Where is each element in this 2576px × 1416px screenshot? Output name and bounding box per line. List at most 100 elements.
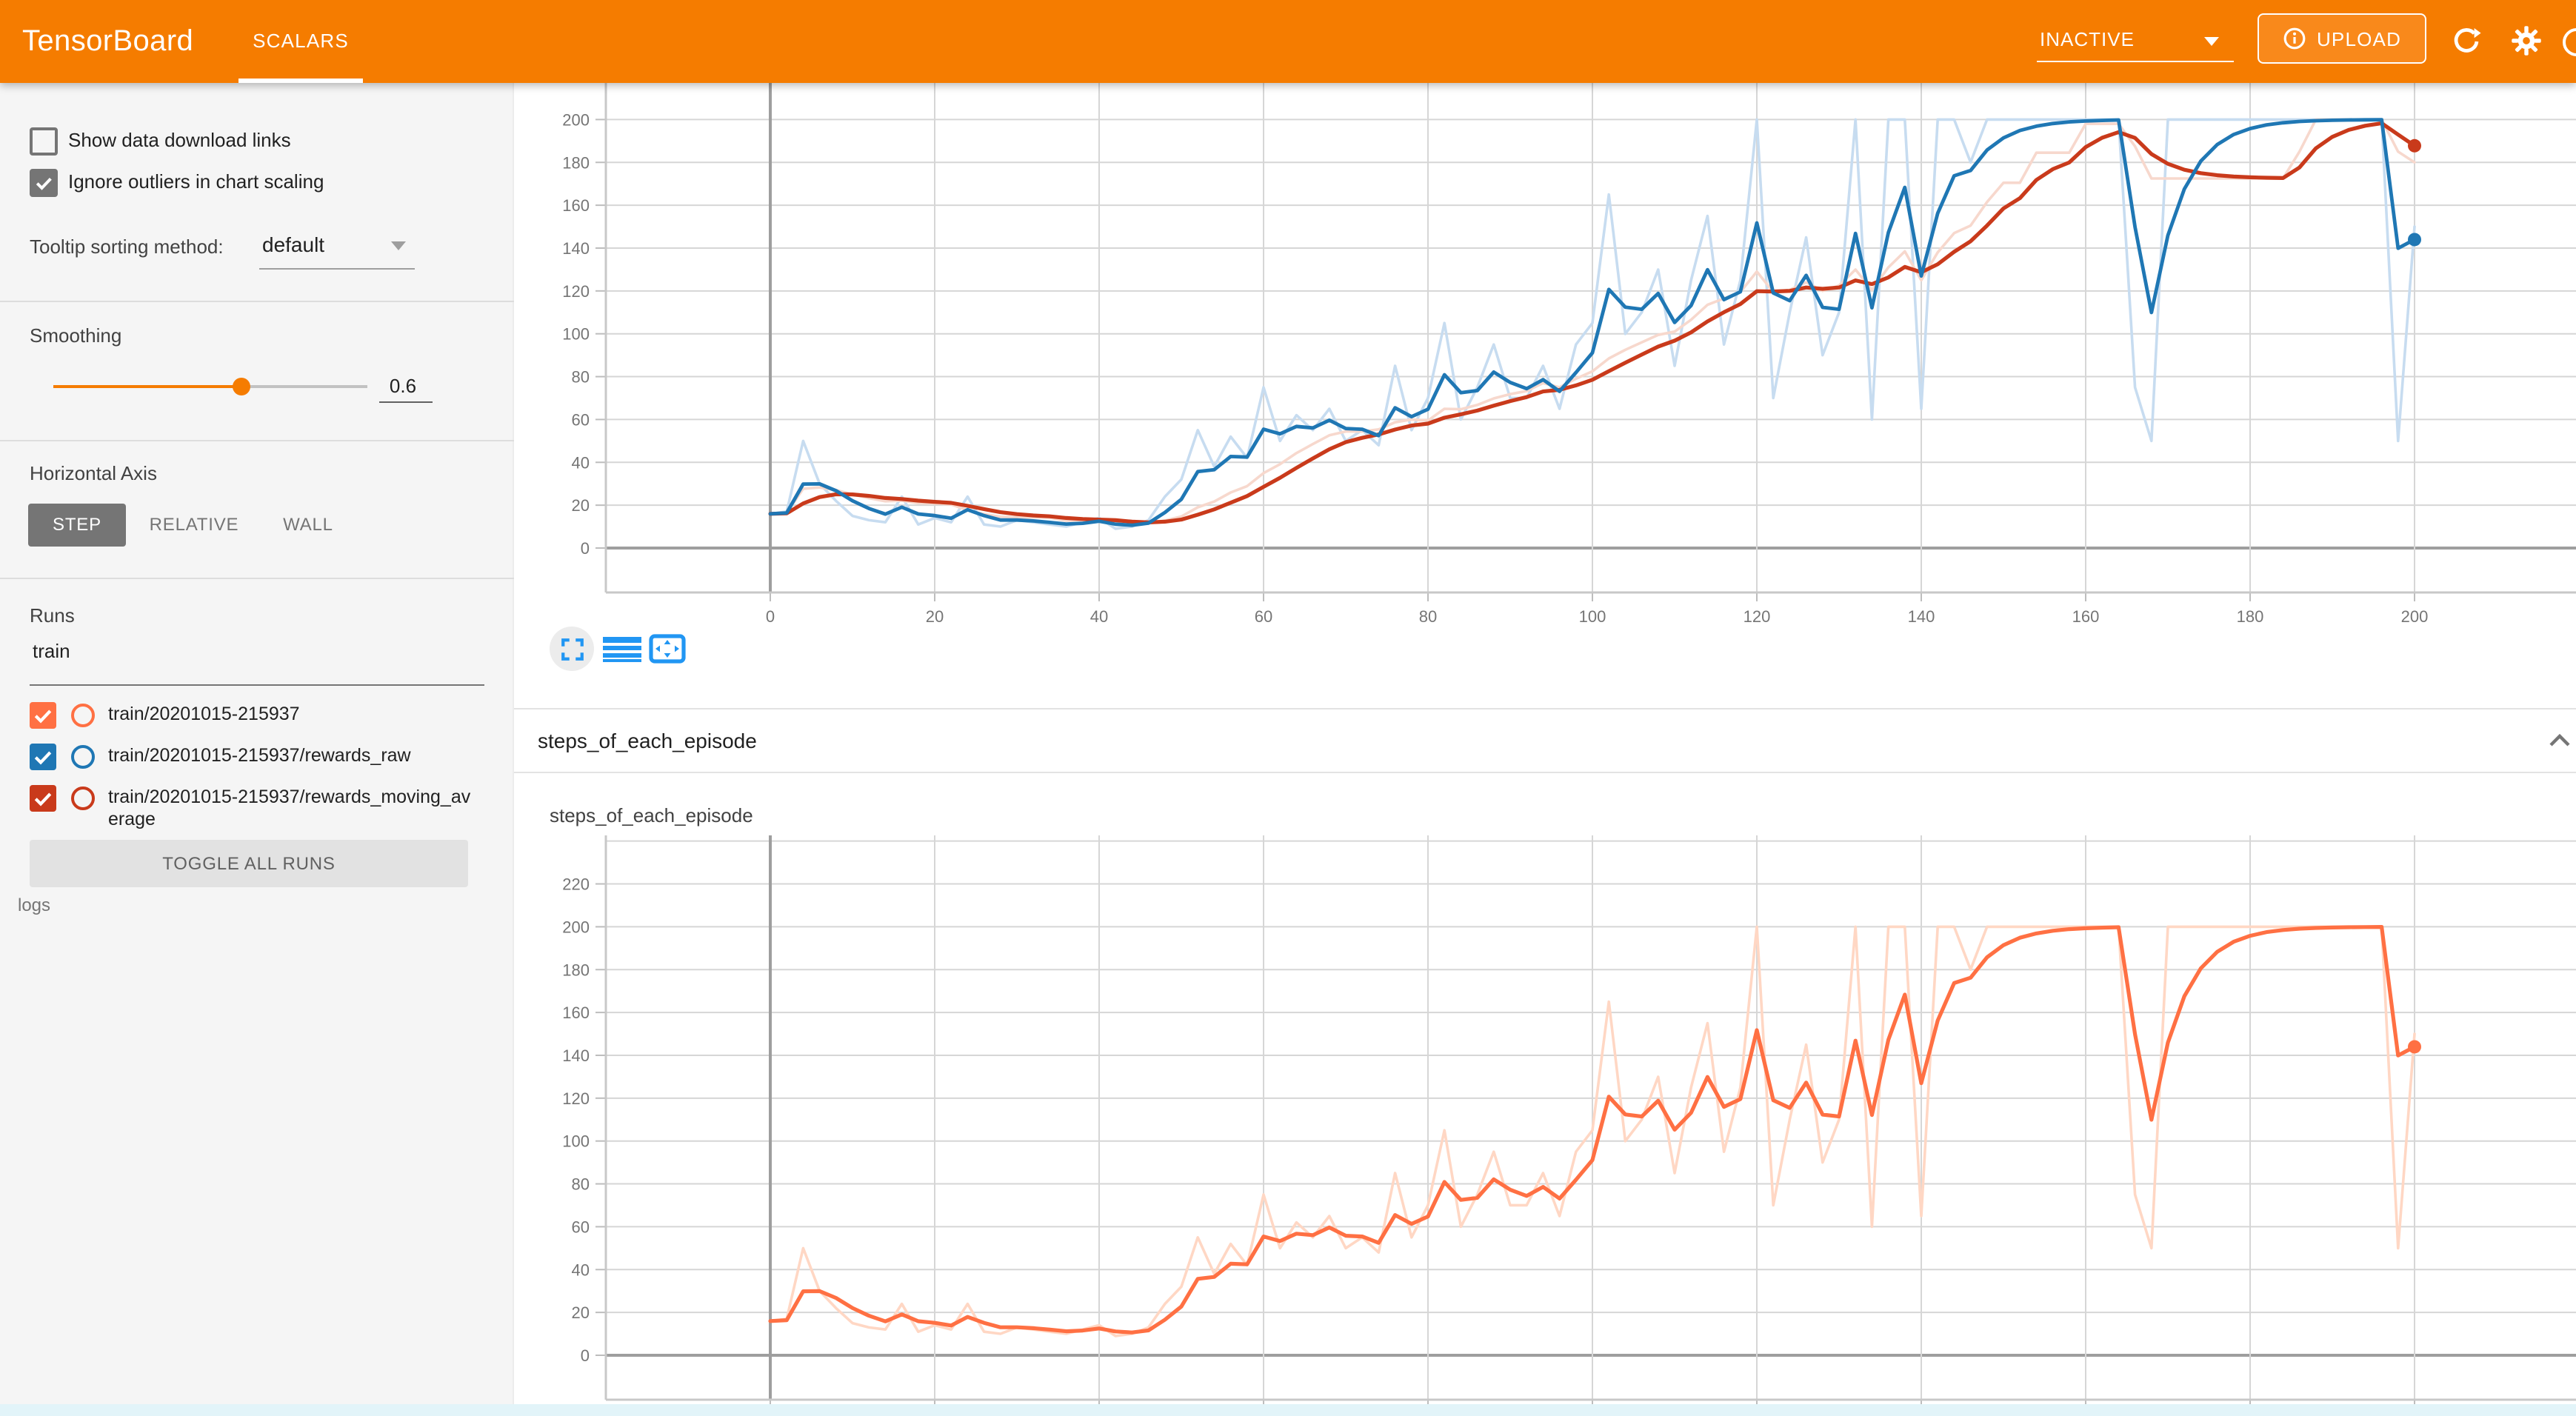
svg-text:40: 40: [572, 453, 590, 472]
axis-wall-button[interactable]: WALL: [283, 514, 333, 535]
card-title: steps_of_each_episode: [550, 804, 753, 826]
svg-text:200: 200: [2401, 607, 2429, 626]
svg-text:160: 160: [562, 1003, 590, 1022]
check-icon: [34, 792, 52, 806]
run-color-ring[interactable]: [71, 745, 95, 769]
steps-chart[interactable]: 0 20 40 60 80 100 120 140 160 180 200 220: [514, 776, 2576, 1416]
svg-text:200: 200: [562, 110, 590, 129]
run-checkbox[interactable]: [30, 785, 56, 812]
tab-scalars[interactable]: SCALARS: [253, 30, 349, 52]
upload-button-label: UPLOAD: [2316, 27, 2402, 50]
svg-text:60: 60: [572, 1218, 590, 1236]
status-dropdown[interactable]: INACTIVE: [2037, 0, 2234, 83]
run-checkbox[interactable]: [30, 744, 56, 770]
chevron-down-icon: [2204, 37, 2219, 46]
dropdown-underline: [2037, 61, 2234, 62]
input-underline: [30, 684, 484, 686]
smoothing-slider-thumb[interactable]: [233, 378, 250, 395]
refresh-icon[interactable]: [2452, 27, 2481, 56]
main-content: 0 20 40 60 80 100 120 140 160 180 200 0 20 40 60 80 100 1…: [514, 83, 2576, 1416]
svg-text:0: 0: [581, 1346, 590, 1365]
svg-text:0: 0: [581, 539, 590, 558]
log-scale-icon[interactable]: [603, 636, 641, 663]
svg-text:60: 60: [1255, 607, 1272, 626]
run-color-ring[interactable]: [71, 704, 95, 727]
upload-button[interactable]: UPLOAD: [2258, 13, 2426, 64]
ignore-outliers-checkbox[interactable]: [30, 169, 58, 197]
bottom-scroll-strip: [0, 1404, 2576, 1416]
svg-text:80: 80: [572, 1175, 590, 1194]
svg-text:120: 120: [1744, 607, 1771, 626]
runs-filter-input[interactable]: [30, 638, 480, 664]
run-checkbox[interactable]: [30, 702, 56, 729]
divider: [514, 772, 2576, 773]
run-name: train/20201015-215937: [108, 704, 300, 724]
fullscreen-icon: [561, 638, 583, 660]
svg-text:80: 80: [572, 368, 590, 387]
axis-relative-button[interactable]: RELATIVE: [149, 514, 239, 535]
app-title: TensorBoard: [22, 25, 194, 58]
svg-text:40: 40: [572, 1260, 590, 1279]
tooltip-sorting-label: Tooltip sorting method:: [30, 236, 224, 258]
chevron-up-icon[interactable]: [2548, 733, 2572, 748]
run-name: train/20201015-215937/rewards_raw: [108, 745, 411, 766]
svg-text:100: 100: [562, 1132, 590, 1151]
chevron-down-icon[interactable]: [391, 241, 406, 250]
svg-text:200: 200: [562, 918, 590, 936]
run-color-ring[interactable]: [71, 787, 95, 810]
run-row[interactable]: train/20201015-215937: [30, 702, 484, 735]
svg-text:20: 20: [572, 1303, 590, 1322]
svg-text:180: 180: [562, 153, 590, 172]
svg-text:160: 160: [2072, 607, 2100, 626]
axis-step-button[interactable]: STEP: [28, 504, 126, 547]
svg-text:100: 100: [562, 325, 590, 344]
svg-text:0: 0: [766, 607, 775, 626]
svg-text:180: 180: [2237, 607, 2264, 626]
rewards-chart[interactable]: 0 20 40 60 80 100 120 140 160 180 200 0 20 40 60 80 100 1…: [514, 83, 2576, 646]
info-icon: [2283, 27, 2306, 50]
active-tab-indicator: [238, 79, 363, 83]
svg-text:180: 180: [562, 961, 590, 979]
fit-domain-icon[interactable]: [649, 634, 686, 664]
smoothing-value-underline: [379, 401, 433, 403]
svg-text:120: 120: [562, 282, 590, 301]
svg-text:220: 220: [562, 875, 590, 894]
run-row[interactable]: train/20201015-215937/rewards_raw: [30, 744, 484, 776]
tooltip-sorting-dropdown[interactable]: default: [262, 233, 325, 256]
app-header: TensorBoard SCALARS INACTIVE UPLOAD: [0, 0, 2576, 83]
help-icon[interactable]: [2563, 28, 2576, 56]
svg-text:40: 40: [1090, 607, 1108, 626]
smoothing-label: Smoothing: [30, 324, 122, 347]
horizontal-axis-label: Horizontal Axis: [30, 462, 157, 484]
svg-text:80: 80: [1419, 607, 1437, 626]
checkbox-label: Show data download links: [68, 129, 291, 151]
settings-gear-icon[interactable]: [2511, 25, 2542, 56]
check-icon: [34, 751, 52, 765]
divider: [0, 301, 514, 302]
svg-text:140: 140: [562, 1046, 590, 1065]
svg-text:160: 160: [562, 196, 590, 215]
dropdown-underline: [259, 268, 415, 270]
checkbox-label: Ignore outliers in chart scaling: [68, 170, 324, 193]
divider: [0, 578, 514, 579]
svg-text:20: 20: [926, 607, 944, 626]
section-title: steps_of_each_episode: [538, 729, 757, 752]
fullscreen-button[interactable]: [550, 627, 594, 671]
svg-text:60: 60: [572, 410, 590, 429]
tag-section-header[interactable]: steps_of_each_episode: [514, 709, 2576, 772]
status-dropdown-value: INACTIVE: [2040, 28, 2135, 50]
divider: [0, 440, 514, 441]
show-download-links-checkbox[interactable]: [30, 127, 58, 156]
toggle-all-runs-button[interactable]: TOGGLE ALL RUNS: [30, 840, 468, 887]
run-name: train/20201015-215937/rewards_moving_ave…: [108, 787, 471, 829]
check-icon: [34, 709, 52, 724]
svg-text:140: 140: [1908, 607, 1935, 626]
logs-label: logs: [18, 895, 51, 915]
svg-text:100: 100: [1579, 607, 1606, 626]
runs-label: Runs: [30, 604, 75, 627]
check-icon: [36, 177, 52, 190]
settings-sidebar: Show data download links Ignore outliers…: [0, 83, 514, 1416]
smoothing-value[interactable]: 0.6: [389, 375, 417, 397]
run-row[interactable]: train/20201015-215937/rewards_moving_ave…: [30, 785, 484, 835]
